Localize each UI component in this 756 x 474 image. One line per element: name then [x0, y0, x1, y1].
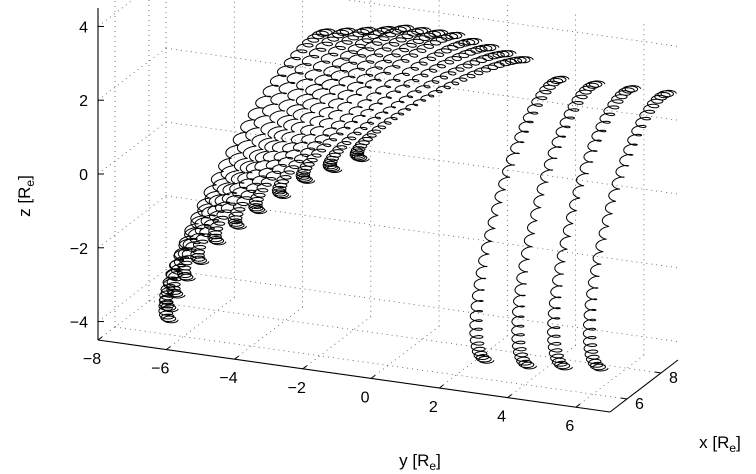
grid-line-y	[575, 354, 645, 408]
grid-line-x	[114, 326, 628, 400]
z-axis-label: z [Re]	[15, 175, 37, 217]
y-tick-label: 2	[429, 399, 438, 416]
grid-line-y	[370, 326, 440, 379]
y-tick	[575, 403, 581, 408]
y-tick-label: 0	[361, 389, 370, 406]
trajectory-line	[546, 85, 642, 371]
grid-layer	[97, 0, 679, 408]
grid-line-z	[97, 47, 167, 101]
grid-line-y	[302, 316, 372, 370]
y-tick	[234, 355, 239, 360]
trajectory-line	[271, 37, 483, 200]
grid-line-z	[345, 0, 679, 47]
grid-line-z	[165, 47, 679, 121]
y-tick	[370, 374, 376, 379]
trajectory-line	[248, 31, 466, 215]
trajectory-line	[190, 24, 415, 266]
series-layer	[158, 24, 677, 372]
y-tick-label: −4	[219, 370, 237, 387]
trajectory-line	[349, 56, 534, 163]
grid-line-z	[97, 195, 167, 249]
trajectory-line	[166, 26, 377, 299]
grid-line-y	[97, 287, 167, 341]
trajectory-line	[322, 50, 517, 174]
grid-line-z	[165, 269, 679, 342]
trajectory-line	[582, 89, 677, 372]
grid-line-y	[166, 297, 235, 350]
z-tick-label: 0	[79, 167, 88, 184]
y-tick-label: −2	[288, 380, 306, 397]
x-tick-label: 8	[669, 370, 678, 387]
trajectory-line	[158, 28, 336, 324]
trajectory-line	[176, 25, 398, 282]
z-tick-label: 4	[79, 19, 88, 36]
grid-line-z	[97, 269, 167, 322]
axes-layer	[97, 8, 679, 413]
trajectory-line	[469, 75, 570, 364]
grid-line-z	[97, 121, 167, 175]
y-tick-label: −6	[151, 361, 169, 378]
y-tick-label: −8	[83, 351, 101, 368]
y-tick-label: 6	[565, 418, 574, 435]
trajectory-line	[295, 43, 500, 184]
y-axis-label: y [Re]	[399, 451, 441, 473]
y-axis-line	[97, 339, 611, 413]
y-tick	[507, 394, 512, 399]
trajectory-line	[511, 80, 606, 370]
y-tick	[302, 365, 308, 370]
x-tick	[620, 397, 628, 400]
x-tick	[654, 371, 662, 374]
grid-line-y	[234, 306, 303, 360]
x-axis-line	[609, 359, 679, 413]
y-tick	[97, 336, 103, 341]
grid-line-z	[165, 195, 679, 269]
x-tick-label: 6	[635, 396, 644, 413]
trajectory-line	[158, 27, 357, 313]
trajectory-line	[207, 26, 432, 246]
z-tick-label: −4	[70, 315, 88, 332]
grid-line-z	[97, 0, 134, 27]
z-tick-label: 2	[79, 93, 88, 110]
y-tick	[439, 384, 444, 389]
z-tick-label: −2	[70, 241, 88, 258]
tick-layer: −4 −2 0 2 4 −8 −6 −4 −2 0 2 4 6 6 8	[70, 19, 678, 435]
trajectory-line	[227, 29, 449, 230]
grid-line-x	[148, 300, 662, 374]
y-tick	[165, 346, 171, 351]
x-axis-label: x [Re]	[699, 433, 741, 455]
y-tick-label: 4	[497, 409, 506, 426]
grid-line-z	[165, 121, 679, 195]
